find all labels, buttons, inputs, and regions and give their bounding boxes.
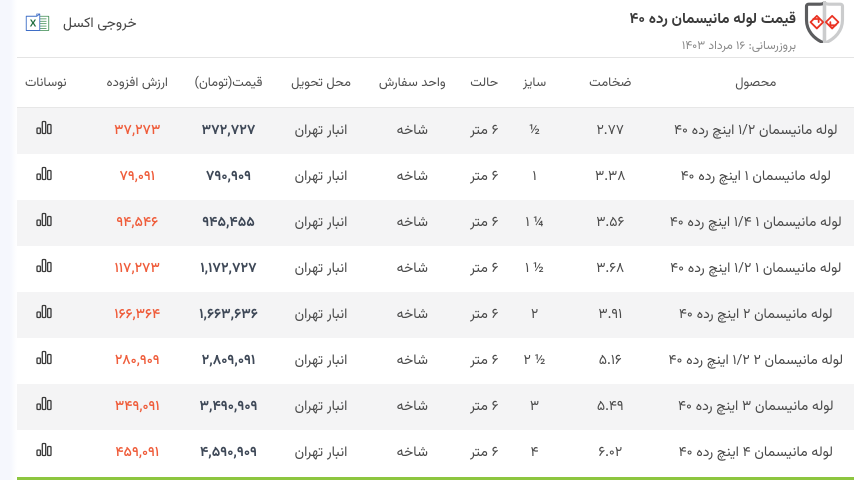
svg-text:X: X — [30, 18, 37, 29]
